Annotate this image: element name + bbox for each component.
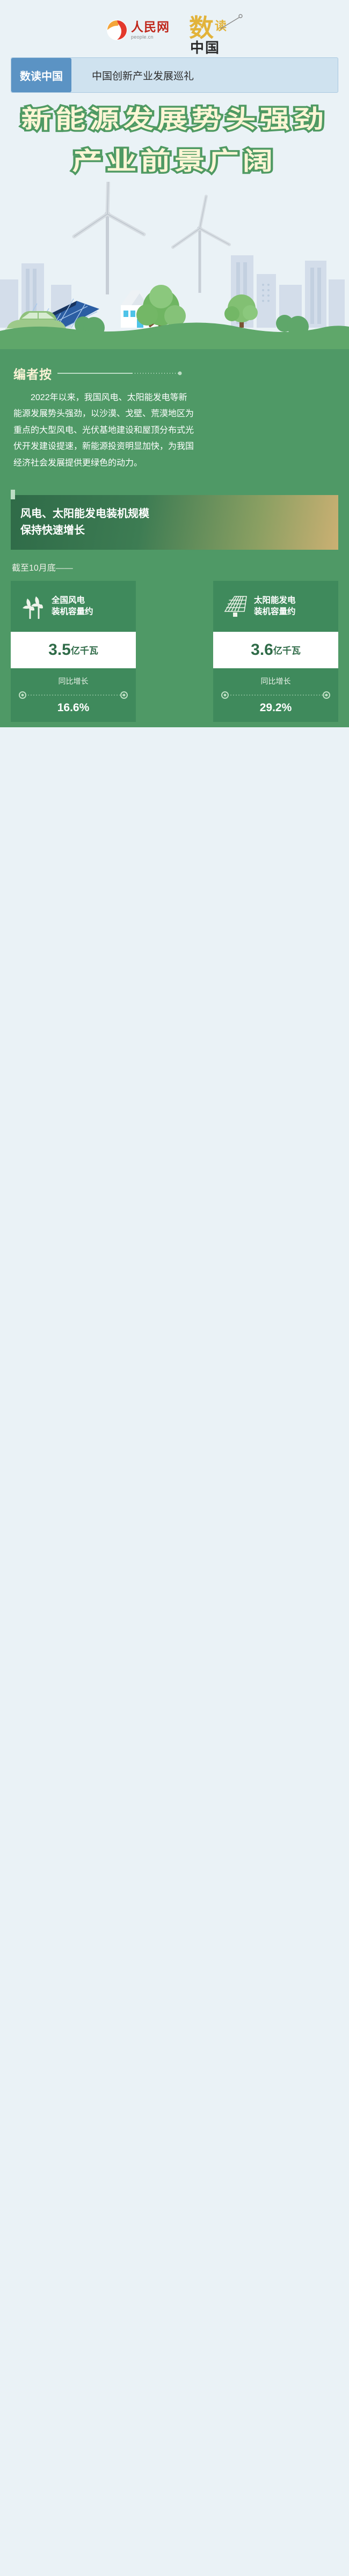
svg-text:中国: 中国 xyxy=(190,40,220,55)
svg-text:数: 数 xyxy=(189,14,214,42)
